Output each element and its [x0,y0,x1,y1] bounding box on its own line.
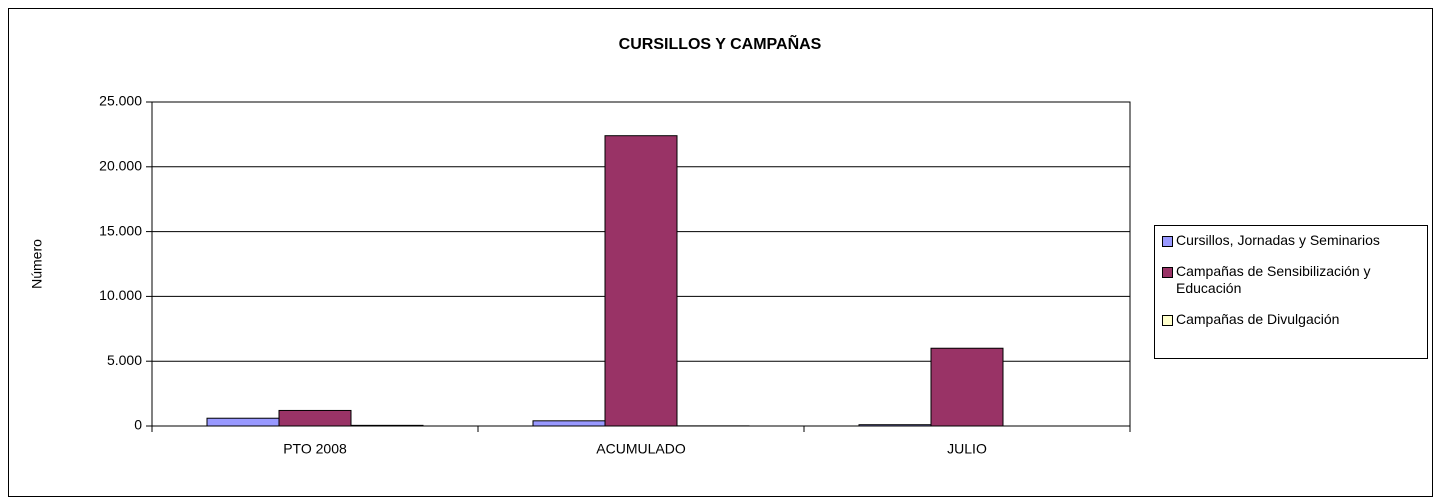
bar [858,424,932,427]
legend: Cursillos, Jornadas y Seminarios Campañas… [1154,225,1428,359]
legend-label: Campañas de Sensibilización y Educación [1176,263,1371,296]
legend-item: Cursillos, Jornadas y Seminarios [1159,232,1423,249]
y-tick-label: 10.000 [99,287,142,303]
y-tick-label: 15.000 [99,222,142,238]
y-tick-label: 0 [134,417,142,433]
y-axis-label: Número [29,239,45,289]
x-tick-label: ACUMULADO [596,441,686,457]
bar [278,409,352,427]
bar [532,420,606,427]
bar [350,424,424,427]
y-tick-label: 5.000 [107,352,142,368]
bar [930,347,1004,427]
x-tick-label: JULIO [947,441,987,457]
bar [206,417,280,427]
legend-item: Campañas de Sensibilización y Educación [1159,263,1423,297]
legend-label: Cursillos, Jornadas y Seminarios [1176,232,1380,248]
x-tick-label: PTO 2008 [283,441,347,457]
legend-swatch [1162,236,1173,247]
legend-item: Campañas de Divulgación [1159,311,1423,328]
bar [604,135,678,427]
legend-swatch [1162,267,1173,278]
legend-swatch [1162,315,1173,326]
legend-label: Campañas de Divulgación [1176,311,1340,327]
chart-title: CURSILLOS Y CAMPAÑAS [619,33,822,53]
y-tick-label: 20.000 [99,158,142,174]
y-tick-label: 25.000 [99,93,142,109]
